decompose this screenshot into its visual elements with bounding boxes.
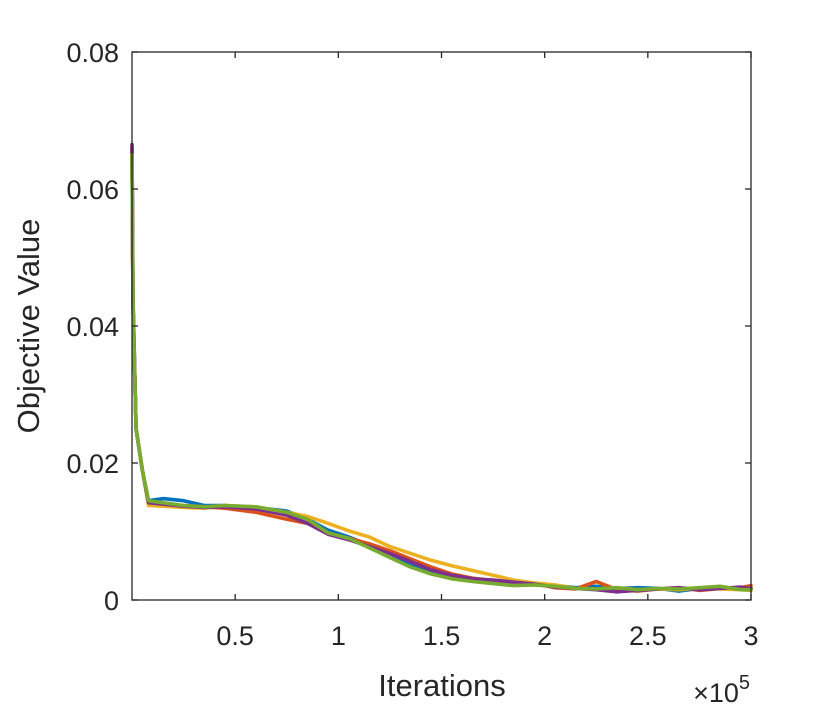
x-tick-label: 2.5 [629, 621, 667, 651]
y-tick-label: 0.08 [66, 38, 119, 68]
y-tick-label: 0.04 [66, 312, 119, 342]
y-tick-label: 0.06 [66, 175, 119, 205]
tick-layer: 0.5 1 1.5 2 2.5 3 0 0.02 0.04 0.06 0.08 [66, 38, 758, 651]
series-line-4 [130, 142, 753, 594]
x-tick-label: 2 [537, 621, 552, 651]
x-axis-exponent: ×105 [693, 672, 750, 708]
series-line-2 [130, 146, 753, 593]
x-axis-exponent-power: 5 [739, 672, 750, 694]
x-tick-label: 1.5 [423, 621, 461, 651]
x-tick-label: 1 [331, 621, 346, 651]
x-tick-label: 3 [743, 621, 758, 651]
x-axis-label: Iterations [378, 668, 506, 703]
y-tick-label: 0.02 [66, 449, 119, 479]
series-line-3 [130, 146, 753, 593]
series-layer [130, 142, 753, 594]
series-line-5 [130, 153, 753, 592]
x-axis-exponent-base: ×10 [693, 678, 739, 708]
y-tick-label: 0 [104, 586, 119, 616]
series-line-1 [130, 146, 753, 593]
y-axis-label: Objective Value [11, 219, 46, 434]
x-tick-label: 0.5 [216, 621, 254, 651]
plot-frame [131, 51, 752, 601]
